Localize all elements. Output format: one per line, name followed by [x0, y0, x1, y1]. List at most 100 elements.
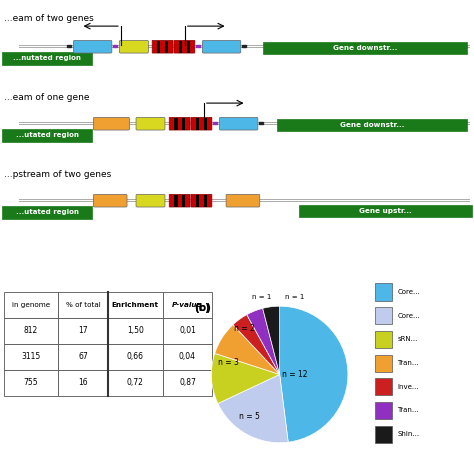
Bar [58, 344, 108, 370]
FancyBboxPatch shape [191, 118, 212, 130]
Text: 812: 812 [24, 326, 38, 335]
Bar [203, 118, 207, 130]
Wedge shape [263, 306, 280, 374]
Text: n = 3: n = 3 [218, 358, 239, 367]
Text: 0,66: 0,66 [127, 352, 144, 361]
Bar [182, 118, 185, 130]
Text: ...nutated region: ...nutated region [13, 55, 82, 62]
Bar [241, 45, 246, 47]
Wedge shape [233, 315, 280, 374]
Bar [182, 195, 185, 207]
Bar [263, 42, 467, 55]
Text: in genome: in genome [12, 301, 50, 308]
Text: ...utated region: ...utated region [16, 132, 79, 138]
Bar [4, 344, 58, 370]
Bar [196, 45, 200, 47]
Wedge shape [218, 374, 288, 443]
Bar [58, 318, 108, 344]
Text: n = 1: n = 1 [285, 294, 304, 301]
Bar [196, 118, 200, 130]
Text: Core...: Core... [397, 313, 420, 319]
Bar [2, 129, 92, 142]
Text: Gene upstr...: Gene upstr... [359, 208, 411, 214]
Text: n = 12: n = 12 [282, 370, 308, 379]
Text: Tran...: Tran... [397, 360, 419, 366]
FancyBboxPatch shape [219, 118, 258, 130]
FancyBboxPatch shape [73, 40, 112, 53]
Bar [4, 370, 58, 396]
Text: ...pstream of two genes: ...pstream of two genes [4, 171, 111, 180]
Text: Core...: Core... [397, 289, 420, 295]
Bar [108, 318, 163, 344]
Bar [203, 195, 207, 207]
Text: % of total: % of total [66, 301, 100, 308]
Bar [164, 41, 168, 53]
Wedge shape [247, 309, 280, 374]
Text: n = 5: n = 5 [238, 412, 259, 421]
Text: (c): (c) [194, 303, 210, 313]
FancyBboxPatch shape [119, 40, 148, 53]
FancyBboxPatch shape [202, 40, 241, 53]
Bar [375, 331, 392, 348]
Bar [299, 205, 472, 217]
Text: Gene downstr...: Gene downstr... [340, 122, 404, 128]
FancyBboxPatch shape [174, 40, 195, 53]
Bar [375, 283, 392, 301]
Bar [4, 318, 58, 344]
Text: Enrichment: Enrichment [112, 301, 159, 308]
Text: P-value: P-value [172, 301, 203, 308]
FancyBboxPatch shape [226, 194, 260, 207]
FancyBboxPatch shape [93, 194, 127, 207]
Bar [2, 206, 92, 219]
Bar [375, 402, 392, 419]
FancyBboxPatch shape [169, 194, 190, 207]
Text: 0,87: 0,87 [179, 378, 196, 387]
Text: 3115: 3115 [21, 352, 41, 361]
Bar [108, 370, 163, 396]
Bar [277, 119, 467, 131]
Text: (b): (b) [194, 303, 211, 313]
Bar [163, 292, 212, 318]
Bar [163, 344, 212, 370]
Bar [2, 52, 92, 64]
Bar [174, 195, 178, 207]
Text: Tran...: Tran... [397, 408, 419, 413]
Text: 0,04: 0,04 [179, 352, 196, 361]
Wedge shape [211, 354, 280, 403]
FancyBboxPatch shape [152, 40, 173, 53]
Bar [186, 41, 190, 53]
Text: ...utated region: ...utated region [16, 210, 79, 215]
Bar [375, 307, 392, 324]
Text: 0,01: 0,01 [179, 326, 196, 335]
Bar [196, 195, 200, 207]
Bar [375, 378, 392, 395]
Bar [375, 426, 392, 443]
Bar [259, 122, 263, 124]
Text: 16: 16 [78, 378, 88, 387]
Wedge shape [215, 325, 280, 374]
Text: Inve...: Inve... [397, 384, 419, 390]
Text: 17: 17 [78, 326, 88, 335]
FancyBboxPatch shape [136, 194, 165, 207]
FancyBboxPatch shape [136, 118, 165, 130]
FancyBboxPatch shape [93, 118, 129, 130]
Bar [163, 318, 212, 344]
Text: n = 1: n = 1 [252, 294, 272, 301]
FancyBboxPatch shape [191, 194, 212, 207]
Bar [179, 41, 182, 53]
Text: sRN...: sRN... [397, 337, 418, 342]
Bar [174, 118, 178, 130]
Text: Shin...: Shin... [397, 431, 419, 437]
Bar [58, 370, 108, 396]
Bar [58, 292, 108, 318]
Bar [375, 355, 392, 372]
Text: ...eam of one gene: ...eam of one gene [4, 93, 89, 102]
Text: ...eam of two genes: ...eam of two genes [4, 14, 93, 23]
Bar [113, 45, 117, 47]
Bar [4, 292, 58, 318]
FancyBboxPatch shape [169, 118, 190, 130]
Bar [157, 41, 161, 53]
Text: 0,72: 0,72 [127, 378, 144, 387]
Text: 1,50: 1,50 [127, 326, 144, 335]
Bar [108, 292, 163, 318]
